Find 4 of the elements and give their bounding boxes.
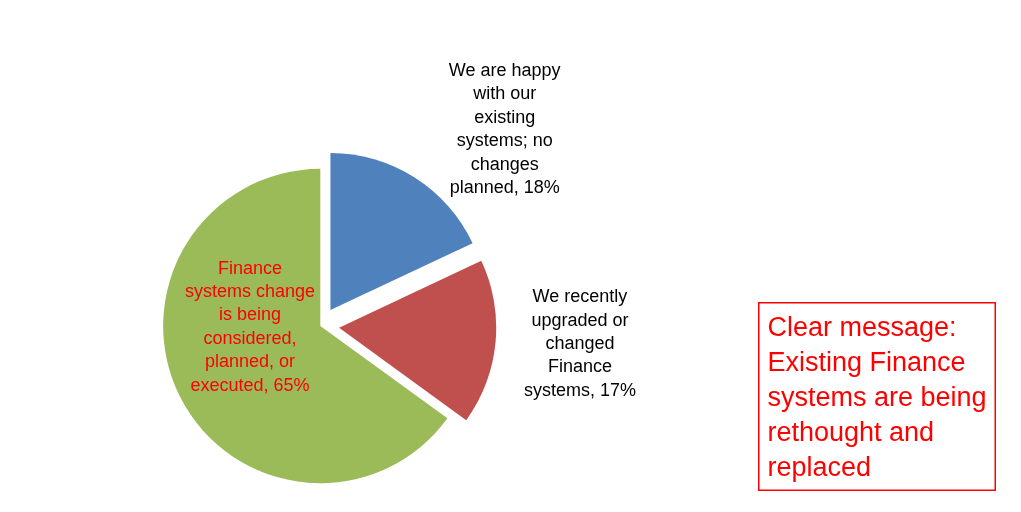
slice-label: We are happy with our existing systems; no changes planned, 18%	[448, 60, 561, 198]
text: Clear message: Existing Finance systems are being rethought and replaced	[767, 311, 987, 482]
slice-label: Finance systems change is being considered, planned, or executed, 65%	[185, 257, 316, 395]
slice-label: We recently upgraded or changed Finance systems, 17%	[523, 286, 636, 400]
